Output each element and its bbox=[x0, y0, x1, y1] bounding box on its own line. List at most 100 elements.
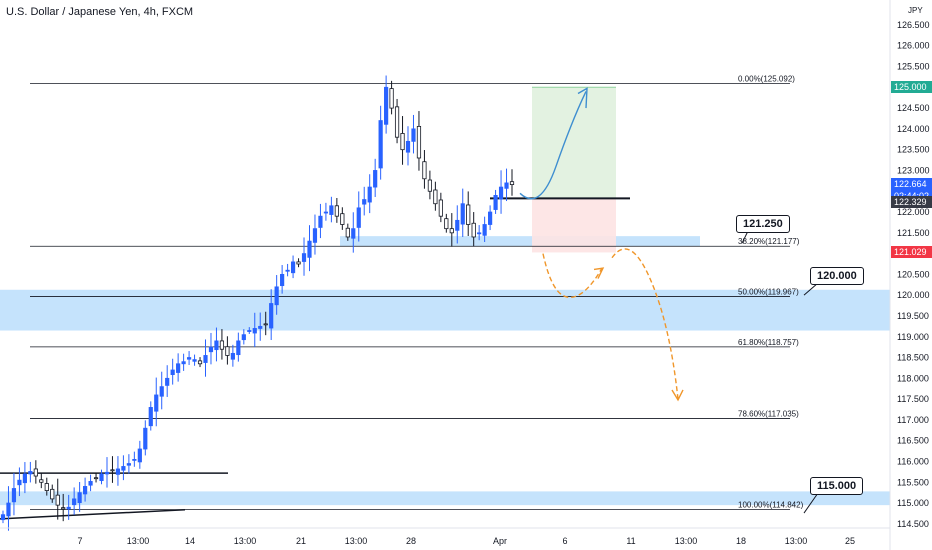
fib-level-label: 0.00%(125.092) bbox=[738, 74, 795, 83]
candle-body bbox=[493, 195, 498, 210]
price-axis-label: 125.500 bbox=[897, 62, 930, 72]
price-axis-label: 126.000 bbox=[897, 41, 930, 51]
candle-body bbox=[504, 182, 509, 189]
currency-label: JPY bbox=[908, 6, 923, 15]
candle bbox=[137, 440, 142, 469]
candle-body bbox=[219, 340, 225, 350]
candle-body bbox=[11, 488, 17, 503]
price-axis-label: 117.500 bbox=[897, 394, 929, 404]
candle bbox=[219, 329, 225, 360]
time-axis-label: 21 bbox=[296, 536, 306, 546]
candle bbox=[72, 487, 77, 515]
candle bbox=[329, 196, 334, 223]
candle bbox=[0, 510, 6, 524]
candle bbox=[165, 365, 170, 397]
price-axis-label: 119.000 bbox=[897, 332, 929, 342]
candle-body bbox=[181, 361, 186, 365]
candle bbox=[405, 126, 411, 166]
candle-body bbox=[296, 261, 301, 265]
price-axis-label: 118.000 bbox=[897, 373, 929, 383]
candle-body bbox=[373, 170, 378, 188]
candle bbox=[312, 214, 318, 255]
candle-body bbox=[340, 213, 345, 225]
time-axis-label: 13:00 bbox=[675, 536, 698, 546]
candle bbox=[28, 461, 33, 483]
candle bbox=[197, 357, 203, 368]
candle bbox=[66, 494, 71, 520]
price-axis-label: 123.500 bbox=[897, 145, 930, 155]
candle-body bbox=[192, 359, 197, 362]
candle-body bbox=[444, 218, 449, 230]
candle-body bbox=[186, 357, 192, 360]
candle-body bbox=[285, 269, 290, 272]
price-axis-label: 117.000 bbox=[897, 415, 929, 425]
candle bbox=[340, 207, 345, 230]
candle bbox=[345, 223, 350, 241]
arrow-head bbox=[593, 267, 605, 279]
stop-zone bbox=[532, 198, 616, 253]
time-axis-label: 7 bbox=[77, 536, 82, 546]
time-axis-label: 11 bbox=[626, 536, 635, 546]
candle-body bbox=[345, 227, 350, 238]
candle bbox=[225, 336, 230, 365]
candle bbox=[208, 332, 214, 365]
candle bbox=[258, 312, 263, 341]
candle-body bbox=[389, 88, 394, 109]
candle bbox=[477, 225, 482, 241]
candle bbox=[444, 213, 449, 233]
price-axis-label: 119.500 bbox=[897, 311, 929, 321]
candle-body bbox=[197, 360, 203, 365]
candle bbox=[44, 477, 49, 496]
arrow-head bbox=[671, 389, 684, 402]
candle bbox=[22, 462, 27, 494]
candle bbox=[384, 75, 389, 134]
candle-body bbox=[22, 473, 27, 484]
candle-body bbox=[176, 363, 181, 373]
candle bbox=[323, 202, 329, 221]
candle bbox=[247, 327, 252, 334]
candle-body bbox=[66, 506, 71, 510]
candle-body bbox=[427, 179, 432, 192]
candle bbox=[263, 311, 268, 336]
candle bbox=[50, 484, 55, 503]
candle bbox=[39, 473, 44, 489]
price-axis-label: 115.000 bbox=[897, 498, 929, 508]
candle-body bbox=[351, 228, 356, 239]
candle bbox=[203, 339, 208, 377]
candle-body bbox=[274, 286, 279, 306]
candle bbox=[318, 203, 323, 239]
candle-body bbox=[488, 211, 493, 225]
candle-body bbox=[241, 334, 246, 341]
price-axis-label: 116.500 bbox=[897, 436, 929, 446]
candle bbox=[296, 258, 301, 268]
candle bbox=[362, 186, 367, 216]
candle-body bbox=[307, 240, 312, 258]
candle-body bbox=[263, 323, 268, 326]
candle-body bbox=[214, 340, 219, 351]
price-axis-label: 122.000 bbox=[897, 207, 930, 217]
candle-body bbox=[93, 477, 99, 480]
callout-121250[interactable]: 121.250 bbox=[736, 215, 790, 233]
fib-level-label: 38.20%(121.177) bbox=[738, 237, 800, 246]
stop-price-tag: 121.029 bbox=[891, 246, 932, 259]
candle bbox=[236, 332, 241, 362]
candle bbox=[88, 474, 93, 492]
candle bbox=[104, 457, 110, 488]
candle bbox=[301, 237, 307, 276]
callout-120000[interactable]: 120.000 bbox=[810, 267, 864, 285]
candle bbox=[269, 289, 274, 341]
candle-body bbox=[471, 222, 476, 238]
candle-body bbox=[230, 352, 235, 360]
candle-body bbox=[323, 211, 329, 214]
candle bbox=[400, 116, 405, 165]
candle bbox=[493, 189, 498, 214]
fib-level-label: 61.80%(118.757) bbox=[738, 338, 799, 347]
candle bbox=[373, 158, 378, 197]
price-axis-label: 121.500 bbox=[897, 228, 930, 238]
candle bbox=[509, 169, 515, 196]
time-axis-label: 13:00 bbox=[785, 536, 808, 546]
price-axis-label: 118.500 bbox=[897, 353, 929, 363]
callout-115000[interactable]: 115.000 bbox=[810, 477, 864, 495]
